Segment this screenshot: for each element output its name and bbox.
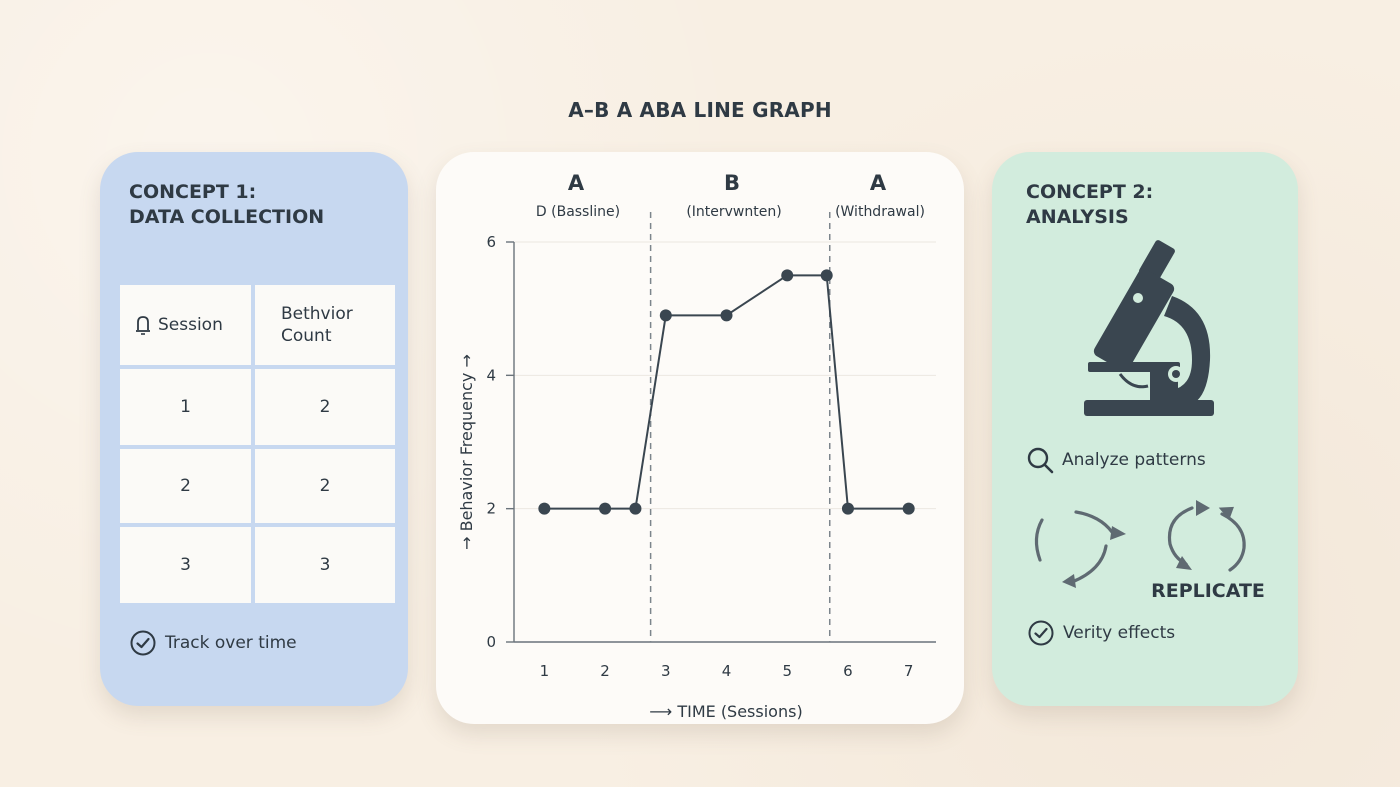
table-cell-session: 3 bbox=[120, 527, 251, 603]
data-point bbox=[820, 269, 833, 282]
data-point bbox=[599, 502, 612, 515]
data-point bbox=[720, 309, 733, 322]
y-tick-label: 4 bbox=[486, 366, 496, 384]
line-chart: 0 2 4 6 1 2 3 4 5 6 7 A D (Bassline) B (Intervwnten) A (… bbox=[457, 171, 936, 721]
y-tick-label: 0 bbox=[486, 633, 496, 651]
x-tick-label: 6 bbox=[843, 662, 853, 680]
table-cell-count: 2 bbox=[255, 449, 395, 523]
phase-letter: A bbox=[568, 171, 585, 195]
concept2-title-line2: ANALYSIS bbox=[1026, 206, 1129, 228]
replicate-cycle-icon bbox=[1167, 500, 1246, 572]
microscope-icon bbox=[1084, 240, 1214, 416]
data-point bbox=[659, 309, 672, 322]
y-axis-label: → Behavior Frequency → bbox=[457, 354, 476, 550]
verify-effects-row: Verity effects bbox=[1028, 620, 1175, 646]
x-tick-label: 7 bbox=[904, 662, 914, 680]
table-header-count-line1: Bethvior bbox=[281, 304, 353, 324]
phase-label: D (Bassline) bbox=[536, 204, 620, 220]
y-tick-label: 2 bbox=[486, 500, 496, 518]
x-tick-label: 1 bbox=[540, 662, 550, 680]
concept2-title: CONCEPT 2: ANALYSIS bbox=[1026, 180, 1153, 230]
concept1-title-line1: CONCEPT 1: bbox=[129, 181, 257, 203]
phase-label: (Intervwnten) bbox=[686, 204, 781, 220]
analyze-patterns-label: Analyze patterns bbox=[1062, 450, 1206, 470]
track-over-time-row: Track over time bbox=[130, 630, 297, 656]
concept1-title-line2: DATA COLLECTION bbox=[129, 206, 325, 228]
x-tick-label: 5 bbox=[782, 662, 792, 680]
concept2-title-line1: CONCEPT 2: bbox=[1026, 181, 1154, 203]
data-table: Session Bethvior Count 1 2 2 2 3 3 bbox=[120, 285, 395, 603]
data-point bbox=[629, 502, 642, 515]
check-circle-icon bbox=[130, 630, 156, 656]
x-tick-label: 3 bbox=[661, 662, 671, 680]
data-point bbox=[841, 502, 854, 515]
table-header-count-line2: Count bbox=[281, 326, 332, 346]
table-cell-count: 2 bbox=[255, 369, 395, 445]
table-header-session: Session bbox=[120, 285, 251, 365]
phase-letter: A bbox=[870, 171, 887, 195]
data-point bbox=[902, 502, 915, 515]
bell-icon bbox=[136, 316, 150, 335]
analyze-patterns-row: Analyze patterns bbox=[1026, 446, 1206, 474]
cycle-arrows-icon bbox=[1034, 510, 1126, 588]
table-cell-count: 3 bbox=[255, 527, 395, 603]
search-icon bbox=[1027, 447, 1054, 474]
chart-card: 0 2 4 6 1 2 3 4 5 6 7 A D (Bassline) B (Intervwnten) A (… bbox=[436, 152, 964, 724]
x-tick-label: 2 bbox=[600, 662, 610, 680]
concept1-card: CONCEPT 1: DATA COLLECTION Session Bethv… bbox=[100, 152, 408, 706]
data-point bbox=[538, 502, 551, 515]
check-circle-icon bbox=[1028, 620, 1054, 646]
table-header-count: Bethvior Count bbox=[255, 285, 395, 365]
y-tick-label: 6 bbox=[486, 233, 496, 251]
concept2-card: CONCEPT 2: ANALYSIS Analyze patte bbox=[992, 152, 1298, 706]
table-cell-session: 2 bbox=[120, 449, 251, 523]
phase-label: (Withdrawal) bbox=[835, 204, 925, 220]
page-title: A–B A ABA LINE GRAPH bbox=[568, 98, 832, 122]
phase-letter: B bbox=[724, 171, 740, 195]
track-over-time-label: Track over time bbox=[165, 633, 297, 653]
replicate-label: REPLICATE bbox=[1151, 580, 1265, 602]
concept1-title: CONCEPT 1: DATA COLLECTION bbox=[129, 180, 324, 230]
x-axis-label: ⟶ TIME (Sessions) bbox=[649, 702, 802, 721]
table-cell-session: 1 bbox=[120, 369, 251, 445]
x-tick-label: 4 bbox=[722, 662, 732, 680]
verify-effects-label: Verity effects bbox=[1063, 623, 1176, 643]
data-point bbox=[781, 269, 794, 282]
table-header-session-label: Session bbox=[158, 315, 223, 335]
